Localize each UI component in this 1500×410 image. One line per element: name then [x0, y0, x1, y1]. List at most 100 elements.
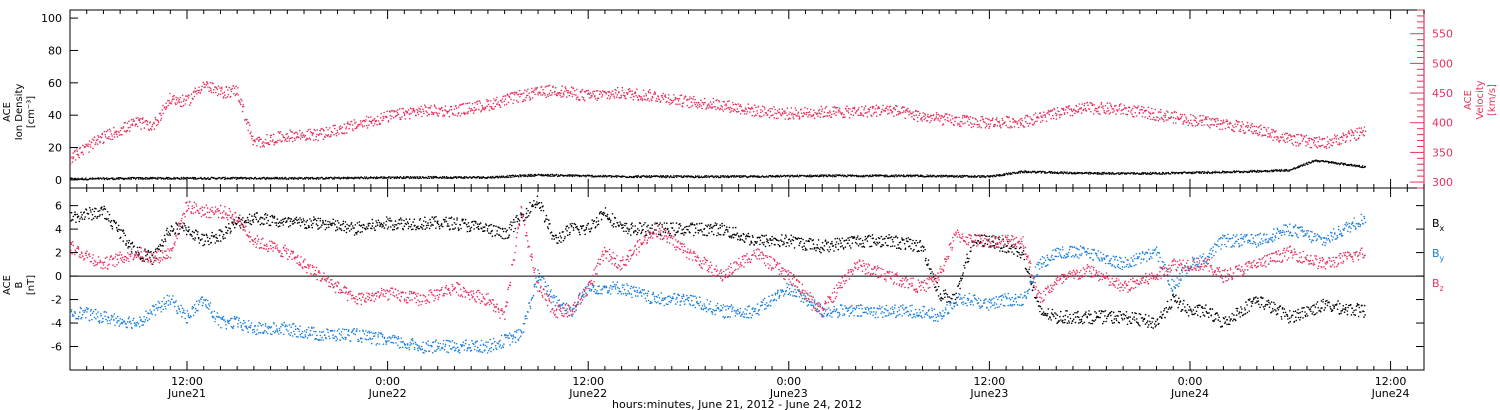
velocity-point: [763, 106, 766, 109]
velocity-point: [930, 120, 932, 122]
velocity-point: [370, 122, 373, 124]
velocity-point: [528, 92, 530, 94]
density-point: [894, 176, 896, 178]
density-point: [1315, 160, 1318, 162]
velocity-point: [1091, 103, 1093, 105]
velocity-point: [751, 114, 753, 117]
bx-point: [72, 215, 75, 218]
velocity-point: [1173, 110, 1176, 113]
bx-point: [176, 224, 179, 226]
velocity-point: [913, 114, 915, 117]
velocity-point: [216, 94, 219, 97]
velocity-point: [181, 94, 184, 97]
velocity-point: [548, 84, 551, 87]
bx-point: [294, 221, 296, 224]
velocity-point: [69, 157, 72, 159]
density-point: [973, 176, 975, 178]
velocity-point: [1325, 145, 1327, 148]
velocity-point: [488, 109, 491, 112]
velocity-point: [851, 110, 853, 112]
density-point: [395, 177, 397, 180]
velocity-point: [367, 116, 370, 119]
velocity-point: [579, 91, 582, 94]
density-point: [200, 176, 202, 179]
velocity-point: [1075, 105, 1078, 107]
velocity-point: [140, 128, 142, 130]
velocity-point: [630, 96, 632, 99]
velocity-point: [620, 94, 622, 97]
density-point: [733, 175, 735, 177]
velocity-point: [769, 110, 772, 113]
velocity-point: [1098, 105, 1101, 108]
velocity-point: [612, 93, 614, 96]
velocity-point: [924, 117, 927, 119]
bx-point: [261, 222, 263, 225]
velocity-point: [392, 117, 395, 119]
bx-point: [315, 219, 318, 222]
velocity-point: [1203, 124, 1205, 126]
bx-point: [383, 222, 385, 224]
velocity-point: [852, 114, 855, 116]
velocity-point: [1005, 124, 1007, 127]
bx-point: [251, 215, 253, 217]
velocity-point: [1187, 124, 1190, 127]
velocity-point: [1108, 113, 1110, 115]
density-point: [795, 175, 797, 178]
velocity-point: [159, 112, 161, 114]
density-point: [982, 175, 984, 177]
velocity-point: [547, 95, 549, 98]
velocity-point: [81, 151, 84, 153]
density-point: [85, 177, 87, 179]
bx-point: [111, 227, 114, 230]
velocity-point: [465, 102, 467, 105]
bx-point: [230, 230, 232, 232]
velocity-point: [162, 112, 164, 115]
velocity-point: [517, 101, 519, 103]
velocity-point: [1187, 119, 1190, 122]
velocity-point: [1160, 111, 1162, 114]
velocity-point: [383, 111, 385, 114]
density-point: [816, 174, 819, 176]
velocity-point: [976, 120, 979, 122]
bx-point: [259, 223, 262, 226]
bx-point: [94, 215, 96, 218]
velocity-point: [551, 94, 553, 96]
bx-point: [164, 238, 166, 240]
velocity-point: [293, 137, 296, 140]
velocity-point: [286, 137, 289, 139]
velocity-point: [1073, 108, 1075, 110]
density-point: [520, 176, 522, 178]
velocity-point: [979, 119, 982, 122]
bx-point: [181, 225, 184, 228]
velocity-point: [329, 127, 331, 129]
velocity-point: [171, 100, 173, 102]
density-point: [1074, 172, 1077, 175]
density-point: [365, 178, 367, 180]
velocity-point: [1349, 139, 1352, 142]
velocity-point: [1122, 108, 1125, 110]
bx-point: [98, 215, 100, 218]
bx-point: [126, 240, 128, 242]
velocity-point: [903, 106, 905, 109]
velocity-point: [937, 117, 939, 120]
density-point: [804, 175, 806, 177]
velocity-point: [1148, 115, 1151, 118]
velocity-point: [523, 98, 525, 101]
velocity-point: [1056, 107, 1059, 109]
velocity-point: [636, 96, 639, 99]
bx-point: [289, 220, 292, 222]
velocity-point: [560, 96, 562, 98]
velocity-point: [1264, 134, 1267, 136]
bx-point: [232, 223, 235, 226]
density-point: [1214, 170, 1216, 172]
velocity-point: [1011, 126, 1013, 129]
velocity-point: [968, 118, 971, 121]
bx-point: [324, 228, 327, 231]
velocity-point: [1115, 113, 1117, 115]
velocity-point: [985, 123, 988, 125]
bx-point: [374, 229, 376, 231]
velocity-point: [881, 108, 884, 111]
velocity-point: [1019, 118, 1021, 120]
velocity-point: [639, 98, 642, 101]
velocity-point: [939, 115, 941, 117]
